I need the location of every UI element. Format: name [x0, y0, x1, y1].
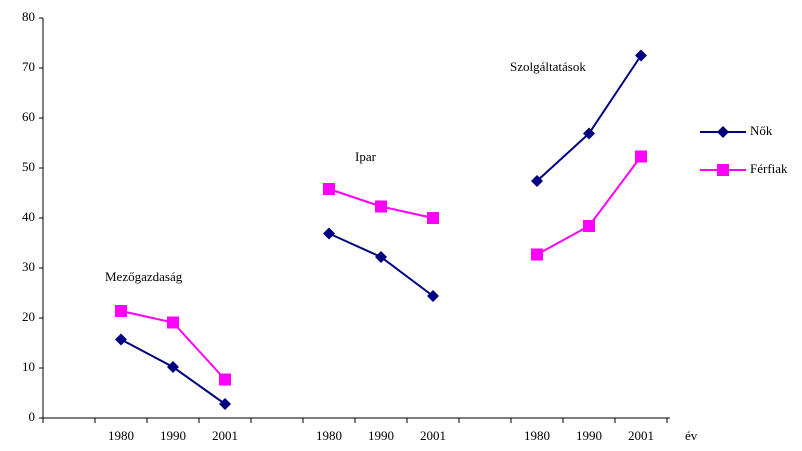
- data-point: [375, 251, 387, 263]
- legend-label: Férfiak: [750, 161, 788, 176]
- data-point: [323, 183, 335, 195]
- data-point: [531, 175, 543, 187]
- y-tick-label: 80: [22, 9, 35, 24]
- data-point: [583, 220, 595, 232]
- series-line: [536, 54, 642, 182]
- data-point: [167, 361, 179, 373]
- x-tick-label: 2001: [628, 428, 654, 443]
- y-tick-label: 30: [22, 259, 35, 274]
- data-point: [115, 305, 127, 317]
- legend-marker: [717, 164, 729, 176]
- annotation: Ipar: [355, 149, 377, 164]
- data-point: [323, 227, 335, 240]
- data-point: [219, 398, 231, 410]
- y-tick-label: 60: [22, 109, 35, 124]
- data-point: [115, 333, 127, 346]
- data-point: [427, 290, 439, 302]
- data-point: [219, 373, 231, 386]
- legend-label: Nők: [750, 123, 773, 138]
- x-tick-label: 2001: [212, 428, 238, 443]
- x-tick-label: 1980: [524, 428, 550, 443]
- y-tick-label: 20: [22, 309, 35, 324]
- y-tick-label: 40: [22, 209, 35, 224]
- x-tick-label: 1980: [316, 428, 342, 443]
- x-tick-label: 1990: [160, 428, 186, 443]
- data-point: [167, 316, 179, 329]
- y-tick-label: 70: [22, 59, 35, 74]
- annotation: Szolgáltatások: [510, 59, 586, 74]
- data-point: [375, 200, 387, 213]
- x-tick-label: 1990: [368, 428, 394, 443]
- series-line: [536, 155, 642, 256]
- series-line: [328, 232, 434, 297]
- legend-marker: [717, 126, 729, 138]
- y-tick-label: 50: [22, 159, 35, 174]
- x-axis-label: év: [685, 428, 698, 443]
- x-tick-label: 1990: [576, 428, 602, 443]
- annotation: Mezőgazdaság: [105, 269, 183, 284]
- data-point: [635, 49, 647, 62]
- data-point: [427, 212, 439, 224]
- data-point: [531, 248, 543, 261]
- y-tick-label: 10: [22, 359, 35, 374]
- x-tick-label: 1980: [108, 428, 134, 443]
- x-tick-label: 2001: [420, 428, 446, 443]
- y-tick-label: 0: [29, 409, 36, 424]
- data-point: [635, 150, 647, 163]
- data-point: [583, 127, 595, 140]
